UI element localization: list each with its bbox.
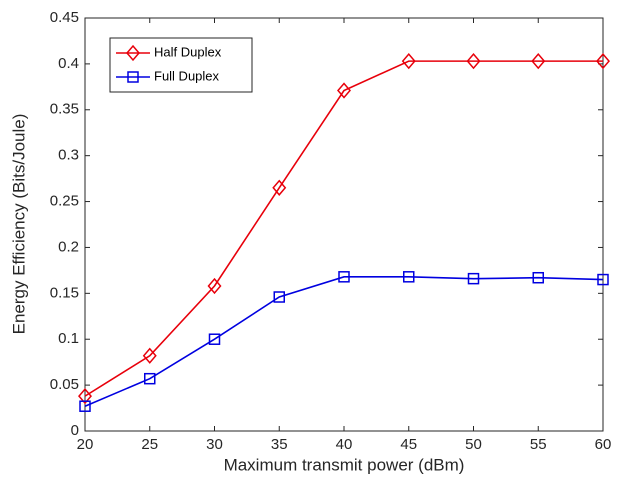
y-tick-label: 0.4 — [58, 55, 79, 72]
data-point — [597, 273, 609, 286]
y-axis-title: Energy Efficiency (Bits/Joule) — [9, 114, 28, 335]
data-point — [338, 271, 350, 283]
data-point — [466, 52, 481, 70]
x-tick-label: 55 — [530, 436, 547, 453]
data-point — [596, 52, 610, 70]
data-point — [531, 52, 546, 70]
x-tick-label: 50 — [465, 436, 482, 453]
data-point — [532, 271, 544, 284]
x-tick-label: 20 — [77, 436, 94, 453]
data-point — [208, 333, 221, 345]
data-point — [337, 82, 351, 99]
series-line — [84, 276, 604, 407]
data-point — [272, 179, 287, 196]
x-axis-title: Maximum transmit power (dBm) — [224, 455, 465, 474]
data-point — [78, 387, 92, 405]
x-tick-label: 25 — [141, 436, 158, 453]
y-tick-label: 0.3 — [58, 147, 79, 164]
y-tick-label: 0.45 — [50, 9, 79, 26]
y-tick-label: 0.1 — [58, 330, 79, 347]
legend-marker — [127, 71, 139, 83]
data-point — [403, 271, 415, 283]
y-tick-label: 0.05 — [50, 376, 79, 393]
data-point — [273, 291, 285, 303]
data-point — [207, 277, 222, 295]
y-tick-label: 0.15 — [50, 284, 79, 301]
data-point — [144, 372, 156, 385]
series-line — [84, 60, 603, 397]
y-tick-label: 0 — [71, 422, 79, 439]
legend-text: Full Duplex — [154, 68, 220, 83]
data-point — [79, 400, 91, 412]
data-point — [467, 272, 480, 285]
y-tick-label: 0.2 — [58, 238, 79, 255]
x-tick-label: 30 — [206, 436, 223, 453]
data-point — [401, 52, 416, 70]
x-tick-label: 40 — [336, 436, 353, 453]
legend-text: Half Duplex — [154, 44, 222, 59]
x-tick-label: 45 — [400, 436, 417, 453]
y-tick-label: 0.35 — [50, 101, 79, 118]
x-tick-label: 35 — [271, 436, 288, 453]
data-point — [142, 347, 157, 364]
y-tick-label: 0.25 — [50, 193, 79, 210]
legend-marker — [126, 44, 140, 62]
x-tick-label: 60 — [595, 436, 612, 453]
